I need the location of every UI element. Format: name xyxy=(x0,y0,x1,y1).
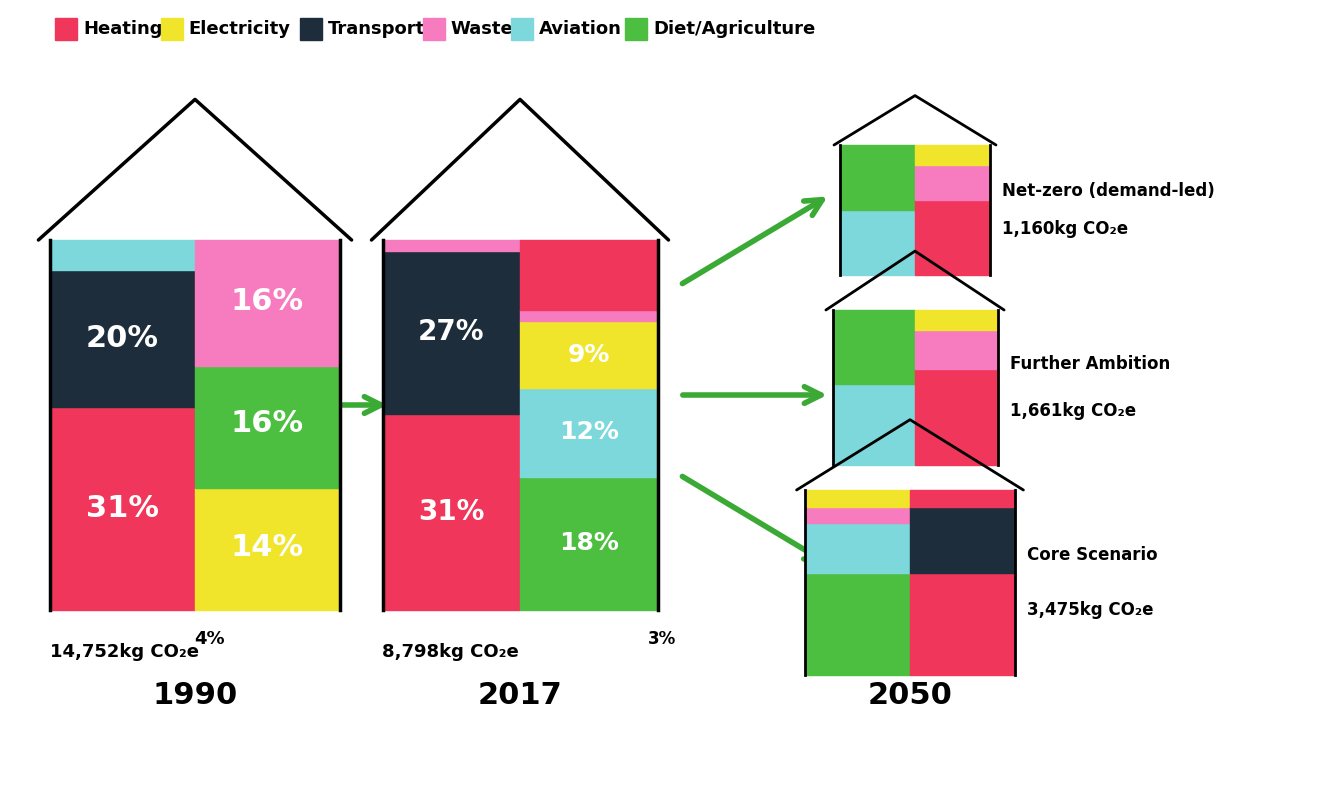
Bar xyxy=(915,310,997,330)
Bar xyxy=(805,573,910,675)
Bar xyxy=(520,240,658,310)
Bar xyxy=(520,476,658,610)
Bar xyxy=(805,506,910,524)
Bar xyxy=(624,18,647,40)
Bar xyxy=(910,490,1014,506)
Text: 16%: 16% xyxy=(230,287,304,316)
Bar xyxy=(422,18,445,40)
Bar xyxy=(196,240,340,366)
Bar xyxy=(915,165,990,199)
Bar xyxy=(300,18,322,40)
Text: 9%: 9% xyxy=(568,343,610,367)
Text: 31%: 31% xyxy=(418,498,485,526)
Bar xyxy=(520,388,658,476)
Bar xyxy=(196,366,340,488)
Bar xyxy=(910,506,1014,573)
Bar xyxy=(520,310,658,321)
Bar xyxy=(50,240,196,269)
Text: 16%: 16% xyxy=(230,409,304,438)
Text: 12%: 12% xyxy=(559,421,619,444)
Text: Net-zero (demand-led): Net-zero (demand-led) xyxy=(1002,181,1215,199)
Text: 31%: 31% xyxy=(86,494,159,523)
Bar xyxy=(832,385,915,465)
Text: Core Scenario: Core Scenario xyxy=(1026,546,1158,564)
Text: Heating: Heating xyxy=(83,20,162,38)
Text: Diet/Agriculture: Diet/Agriculture xyxy=(653,20,815,38)
Bar xyxy=(832,310,915,385)
Text: Further Ambition: Further Ambition xyxy=(1009,356,1170,373)
Bar xyxy=(805,490,910,506)
Text: 3%: 3% xyxy=(647,630,675,648)
Bar xyxy=(511,18,533,40)
Bar xyxy=(382,251,520,414)
Text: 1,661kg CO₂e: 1,661kg CO₂e xyxy=(1009,402,1135,420)
Text: 2017: 2017 xyxy=(477,681,563,710)
Bar xyxy=(915,330,997,369)
Bar xyxy=(382,414,520,610)
Text: 20%: 20% xyxy=(86,323,159,352)
Text: 2050: 2050 xyxy=(867,681,953,710)
Text: Transport: Transport xyxy=(328,20,425,38)
Text: 18%: 18% xyxy=(559,531,619,556)
Bar xyxy=(50,407,196,610)
Bar xyxy=(805,524,910,573)
Bar xyxy=(520,321,658,388)
Text: 4%: 4% xyxy=(194,630,225,648)
Text: 3,475kg CO₂e: 3,475kg CO₂e xyxy=(1026,601,1154,619)
Text: 1,160kg CO₂e: 1,160kg CO₂e xyxy=(1002,221,1128,239)
Text: Aviation: Aviation xyxy=(539,20,622,38)
Bar xyxy=(382,240,520,251)
Bar xyxy=(840,210,915,275)
Bar xyxy=(915,145,990,165)
Bar xyxy=(915,369,997,465)
Text: 27%: 27% xyxy=(418,319,485,346)
Text: 14,752kg CO₂e: 14,752kg CO₂e xyxy=(50,643,200,661)
Text: 8,798kg CO₂e: 8,798kg CO₂e xyxy=(382,643,520,661)
Text: 1990: 1990 xyxy=(153,681,237,710)
Text: Waste: Waste xyxy=(450,20,513,38)
Bar xyxy=(50,269,196,407)
Bar xyxy=(161,18,182,40)
Bar xyxy=(840,145,915,210)
Bar xyxy=(55,18,76,40)
Bar xyxy=(910,573,1014,675)
Bar xyxy=(196,488,340,610)
Text: Electricity: Electricity xyxy=(189,20,291,38)
Bar xyxy=(915,199,990,275)
Text: 14%: 14% xyxy=(230,532,304,561)
